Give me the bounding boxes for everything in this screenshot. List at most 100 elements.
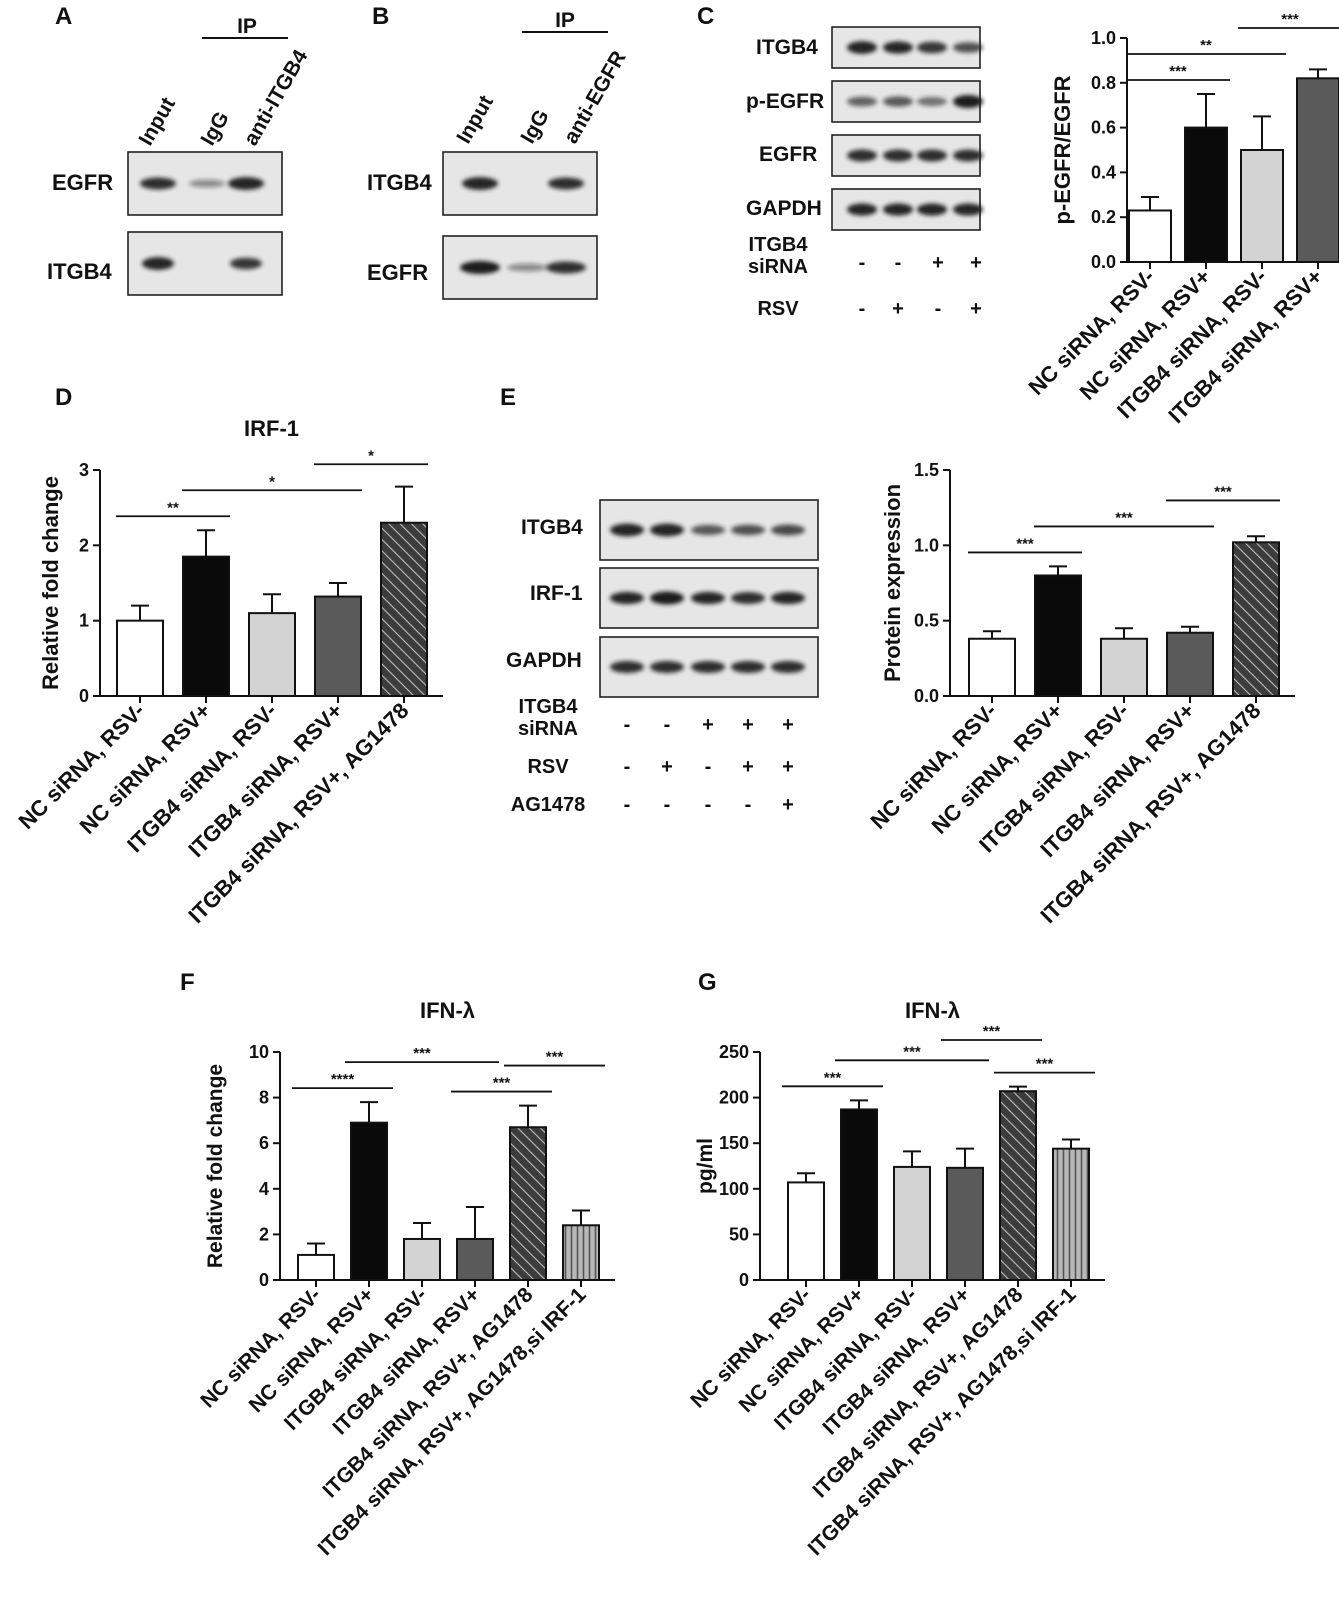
blot-band <box>691 661 725 673</box>
significance-label: *** <box>413 1045 431 1062</box>
lane-label-a-1: IgG <box>196 108 233 150</box>
condition-value: + <box>970 298 982 320</box>
condition-label: ITGB4 siRNA <box>748 234 808 278</box>
blot-band <box>917 149 947 162</box>
blot-band <box>953 95 983 108</box>
chart-title: IFN-λ <box>905 998 960 1023</box>
blot-strip <box>127 231 283 296</box>
y-tick-label: 0.4 <box>1091 162 1116 182</box>
bar <box>840 1108 878 1282</box>
condition-value: - <box>664 794 671 816</box>
blot-band <box>953 42 983 53</box>
condition-value: - <box>624 756 631 778</box>
y-tick-label: 1.0 <box>1091 28 1116 48</box>
blot-band <box>771 524 805 536</box>
y-tick-label: 4 <box>259 1179 269 1199</box>
blot-band <box>650 523 684 537</box>
blot-band <box>917 96 947 107</box>
blot-band <box>917 203 947 216</box>
bar <box>1052 1147 1090 1281</box>
blot-band <box>847 203 877 216</box>
blot-band <box>610 523 644 537</box>
blot-panel-a: IP Input IgG anti-ITGB4 EGFR ITGB4 <box>47 15 313 296</box>
bar <box>403 1237 441 1281</box>
chart-title: IRF-1 <box>244 416 299 441</box>
blot-row-label: EGFR <box>367 260 428 285</box>
panel-letter-f: F <box>180 969 195 996</box>
y-tick-label: 1.5 <box>914 460 939 480</box>
significance-label: *** <box>1214 483 1232 500</box>
condition-value: - <box>624 794 631 816</box>
lane-label-b-2: anti-EGFR <box>559 47 630 147</box>
panel-letter-e: E <box>500 384 516 411</box>
condition-label: RSV <box>757 298 799 320</box>
panel-letter-c: C <box>697 3 714 30</box>
significance-label: *** <box>1016 535 1034 552</box>
bar <box>350 1121 388 1282</box>
y-tick-label: 100 <box>719 1179 749 1199</box>
ip-label-a: IP <box>237 15 257 38</box>
condition-value: - <box>664 714 671 736</box>
bar <box>1034 574 1082 698</box>
blot-band <box>460 261 500 274</box>
significance-label: * <box>269 473 275 490</box>
bar <box>968 637 1016 697</box>
significance-label: *** <box>1115 509 1133 526</box>
significance-label: * <box>368 447 374 464</box>
condition-label: RSV <box>527 756 569 778</box>
condition-value: - <box>935 298 942 320</box>
bar <box>297 1253 335 1282</box>
condition-value: + <box>742 756 754 778</box>
condition-value: - <box>705 794 712 816</box>
y-tick-label: 8 <box>259 1088 269 1108</box>
condition-label: AG1478 <box>511 794 586 816</box>
blot-strip <box>442 235 598 300</box>
panel-letter-a: A <box>55 3 72 30</box>
significance-label: ** <box>1200 37 1212 54</box>
significance-label: *** <box>546 1049 564 1066</box>
blot-band <box>883 41 913 54</box>
condition-value: + <box>702 714 714 736</box>
blot-band <box>731 524 765 536</box>
condition-value: + <box>782 794 794 816</box>
bar <box>248 612 296 698</box>
blot-band <box>731 661 765 673</box>
bar <box>182 555 230 698</box>
bar <box>380 521 428 697</box>
lane-label-a-2: anti-ITGB4 <box>239 46 312 150</box>
y-tick-label: 2 <box>79 535 89 555</box>
bar <box>1128 209 1172 263</box>
condition-value: + <box>970 252 982 274</box>
significance-label: *** <box>1169 63 1187 80</box>
significance-label: *** <box>824 1069 842 1086</box>
y-tick-label: 10 <box>249 1042 269 1062</box>
blot-band <box>731 592 765 604</box>
y-tick-label: 150 <box>719 1133 749 1153</box>
blot-band <box>883 149 913 162</box>
blot-row-label: p-EGFR <box>746 90 824 113</box>
condition-value: - <box>859 252 866 274</box>
blot-band <box>883 203 913 216</box>
blot-band <box>953 203 983 216</box>
blot-band <box>953 149 983 162</box>
bar <box>562 1224 600 1282</box>
y-tick-label: 250 <box>719 1042 749 1062</box>
blot-band <box>610 661 644 673</box>
condition-value: - <box>705 756 712 778</box>
blot-band <box>847 149 877 162</box>
bar <box>999 1090 1037 1281</box>
blot-strip <box>599 567 819 629</box>
blot-band <box>650 591 684 605</box>
significance-label: *** <box>903 1043 921 1060</box>
blot-band <box>462 177 498 190</box>
blot-strip <box>831 26 983 69</box>
blot-strip <box>831 80 983 123</box>
y-tick-label: 2 <box>259 1224 269 1244</box>
y-tick-label: 0.2 <box>1091 207 1116 227</box>
significance-label: ** <box>167 499 179 516</box>
blot-row-label: GAPDH <box>746 197 822 220</box>
blot-band <box>142 257 174 270</box>
